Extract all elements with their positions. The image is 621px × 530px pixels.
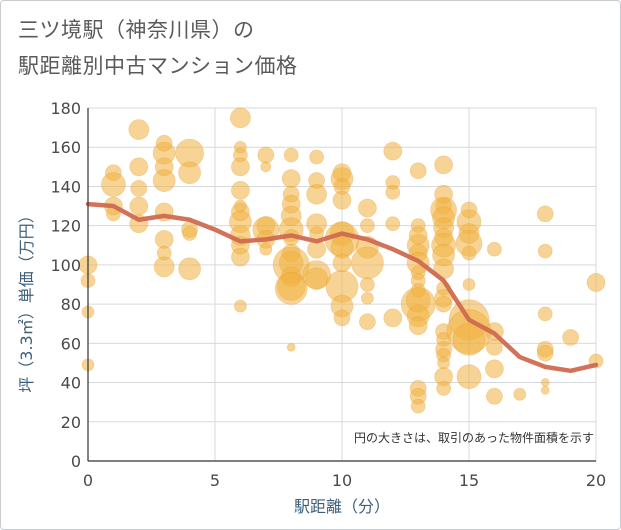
chart-title-line1: 三ツ境駅（神奈川県）の [18, 18, 255, 42]
data-bubble [562, 329, 579, 346]
data-bubble [230, 157, 250, 177]
data-bubble [537, 243, 553, 259]
data-bubble [385, 184, 401, 200]
data-bubble [281, 169, 301, 189]
data-bubble [358, 313, 376, 331]
data-bubble [484, 359, 504, 379]
data-bubble [229, 107, 251, 129]
data-bubble [286, 342, 296, 352]
data-bubble [259, 242, 273, 256]
data-bubble [436, 381, 452, 396]
y-tick-label: 120 [50, 217, 81, 236]
data-bubble [385, 216, 401, 232]
data-bubble [260, 161, 272, 173]
trend-line-group [85, 201, 599, 374]
y-tick-label: 20 [61, 413, 81, 432]
x-tick-label: 15 [459, 471, 479, 490]
y-tick-label: 100 [50, 256, 81, 275]
data-bubble [152, 169, 176, 192]
data-bubble [452, 323, 486, 356]
data-bubble [536, 205, 554, 223]
data-bubble [485, 387, 503, 405]
data-bubble [350, 246, 384, 280]
data-bubble [130, 180, 148, 197]
data-bubble [230, 180, 250, 200]
size-note: 円の大きさは、取引のあった物件面積を示す [354, 430, 594, 445]
trend-line [85, 201, 599, 374]
data-bubble [461, 245, 477, 261]
data-bubble [154, 229, 174, 249]
data-bubble [129, 196, 149, 216]
x-tick-label: 10 [332, 471, 352, 490]
data-bubble [359, 218, 375, 234]
data-bubble [485, 338, 503, 356]
y-axis-label: 坪（3.3㎡）単価（万円） [17, 207, 36, 392]
y-tick-label: 40 [61, 374, 81, 393]
data-bubble [409, 162, 427, 180]
data-bubble [383, 308, 403, 328]
data-bubble [456, 364, 482, 390]
data-bubble [486, 241, 502, 257]
y-tick-label: 60 [61, 334, 81, 353]
data-bubble [274, 272, 308, 305]
data-bubble [586, 273, 606, 292]
y-tick-label: 0 [71, 452, 81, 471]
y-tick-label: 160 [50, 138, 81, 157]
data-bubble [182, 226, 198, 241]
x-tick-label: 5 [210, 471, 220, 490]
data-bubble [178, 257, 202, 281]
data-bubble [128, 119, 150, 140]
data-bubble [435, 295, 453, 313]
y-tick-label: 140 [50, 177, 81, 196]
data-bubble [383, 141, 403, 161]
data-bubble [257, 146, 275, 164]
chart-title-line2: 駅距離別中古マンション価格 [18, 54, 298, 78]
data-bubble [233, 299, 247, 313]
data-bubble [305, 267, 329, 291]
y-tick-label: 180 [50, 99, 81, 118]
data-bubble [410, 398, 426, 414]
data-bubble [360, 291, 374, 305]
data-bubble [434, 155, 454, 175]
data-bubble [332, 253, 352, 273]
data-bubble [357, 198, 377, 218]
data-bubble [332, 190, 352, 210]
x-tick-label: 0 [83, 471, 93, 490]
data-bubble [178, 161, 202, 185]
axes: 0 20 40 60 80 100 120 140 160 180 0 5 10 15 20 [50, 99, 606, 490]
data-bubble [540, 385, 550, 395]
y-tick-label: 80 [61, 295, 81, 314]
data-bubble [283, 147, 299, 163]
data-bubble [462, 278, 476, 291]
data-bubble [537, 306, 553, 322]
data-bubble [513, 387, 527, 401]
data-bubble [101, 172, 126, 197]
x-tick-label: 20 [586, 471, 606, 490]
x-axis-label: 駅距離（分） [294, 497, 390, 516]
data-bubble [359, 277, 375, 292]
data-bubble [129, 157, 149, 177]
data-bubble [153, 256, 175, 278]
data-bubble [408, 316, 428, 336]
data-bubble [230, 247, 250, 267]
data-bubble [540, 378, 550, 387]
data-bubble [333, 309, 351, 327]
data-bubble [306, 183, 328, 205]
data-bubble [437, 356, 451, 370]
data-bubble [536, 344, 554, 362]
data-bubble [309, 149, 325, 165]
